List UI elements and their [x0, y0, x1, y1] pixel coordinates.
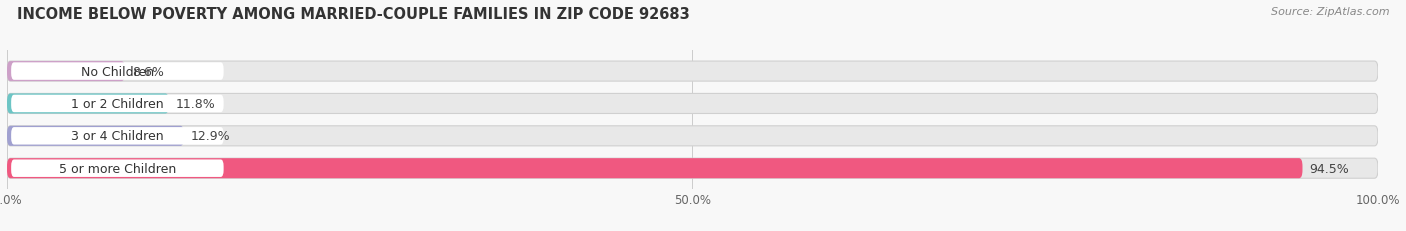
Text: 5 or more Children: 5 or more Children	[59, 162, 176, 175]
Text: 94.5%: 94.5%	[1309, 162, 1350, 175]
FancyBboxPatch shape	[7, 126, 1378, 146]
FancyBboxPatch shape	[11, 63, 224, 80]
FancyBboxPatch shape	[7, 158, 1302, 179]
FancyBboxPatch shape	[7, 126, 184, 146]
FancyBboxPatch shape	[7, 94, 169, 114]
FancyBboxPatch shape	[7, 62, 1378, 82]
Text: 3 or 4 Children: 3 or 4 Children	[72, 130, 163, 143]
Text: No Children: No Children	[80, 65, 153, 78]
FancyBboxPatch shape	[11, 95, 224, 113]
Text: 1 or 2 Children: 1 or 2 Children	[72, 97, 163, 110]
FancyBboxPatch shape	[11, 160, 224, 177]
Text: 11.8%: 11.8%	[176, 97, 215, 110]
Text: INCOME BELOW POVERTY AMONG MARRIED-COUPLE FAMILIES IN ZIP CODE 92683: INCOME BELOW POVERTY AMONG MARRIED-COUPL…	[17, 7, 689, 22]
Text: 8.6%: 8.6%	[132, 65, 163, 78]
FancyBboxPatch shape	[11, 128, 224, 145]
FancyBboxPatch shape	[7, 62, 125, 82]
Text: Source: ZipAtlas.com: Source: ZipAtlas.com	[1271, 7, 1389, 17]
Text: 12.9%: 12.9%	[191, 130, 231, 143]
FancyBboxPatch shape	[7, 158, 1378, 179]
FancyBboxPatch shape	[7, 94, 1378, 114]
